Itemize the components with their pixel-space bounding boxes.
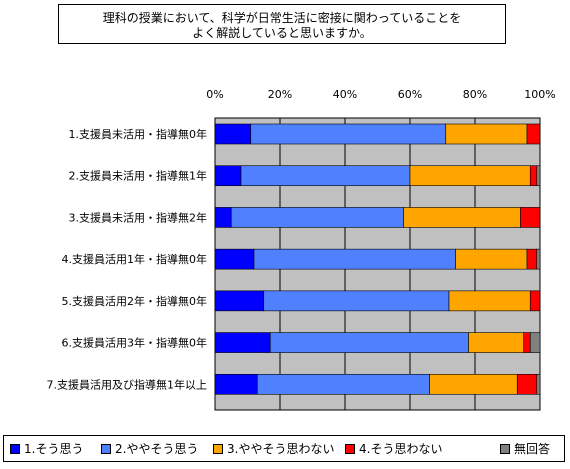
category-label-3: 4.支援員活用1年・指導無0年	[62, 252, 208, 266]
legend-label-3: 4.そう思わない	[359, 442, 443, 456]
bar-segment-5-1	[269, 332, 469, 353]
bar-segment-1-0	[214, 165, 242, 187]
category-label-1: 2.支援員未活用・指導無1年	[69, 169, 208, 183]
stacked-bar-chart: 0% 20% 40% 60% 80% 100% 1.支援員未活用・指導無0年 2.支援員未活用…	[47, 88, 556, 411]
bar-segment-3-0	[214, 248, 255, 270]
bar-segment-2-3	[520, 207, 541, 228]
bar-segment-6-1	[256, 373, 430, 395]
bar-segment-1-1	[240, 165, 411, 187]
bar-segment-4-1	[263, 290, 450, 312]
bar-segment-6-4	[536, 373, 541, 395]
bar-segment-3-1	[253, 248, 456, 270]
chart-title: 理科の授業において、科学が日常生活に密接に関わっていることを よく解説していると…	[58, 4, 506, 44]
legend-label-1: 2.ややそう思う	[115, 442, 199, 456]
x-tick-label-0: 0%	[206, 88, 223, 101]
bar-segment-5-2	[468, 332, 525, 353]
bar-segment-0-0	[214, 123, 252, 145]
bar-segment-0-2	[445, 123, 528, 145]
legend-swatch-1	[101, 444, 111, 454]
bar-segment-4-2	[448, 290, 531, 312]
legend-label-4: 無回答	[514, 442, 551, 456]
bar-segment-2-1	[230, 207, 404, 228]
bar-segment-5-3	[523, 332, 531, 353]
bar-segment-3-2	[455, 248, 528, 270]
bar-segment-6-3	[516, 373, 538, 395]
legend-swatch-4	[500, 444, 510, 454]
x-tick-label-4: 80%	[463, 88, 487, 101]
x-tick-label-3: 60%	[398, 88, 422, 101]
bar-segment-0-3	[526, 123, 541, 145]
bar-segment-3-3	[526, 248, 538, 270]
bar-segment-1-3	[529, 165, 538, 187]
bar-segment-4-3	[529, 290, 541, 312]
category-label-2: 3.支援員未活用・指導無2年	[69, 210, 208, 224]
bar-segment-6-2	[429, 373, 518, 395]
bar-segment-1-2	[409, 165, 531, 187]
x-tick-label-2: 40%	[333, 88, 357, 101]
chart-title-line-2: よく解説していると思いますか。	[192, 26, 372, 40]
category-label-5: 6.支援員活用3年・指導無0年	[62, 336, 208, 350]
chart-title-line-1: 理科の授業において、科学が日常生活に密接に関わっていることを	[102, 11, 462, 25]
bar-segment-2-2	[403, 207, 521, 228]
x-tick-label-5: 100%	[524, 88, 555, 101]
category-label-6: 7.支援員活用及び指導無1年以上	[47, 377, 208, 391]
legend: 1.そう思う 2.ややそう思う 3.ややそう思わない 4.そう思わない 無回答	[3, 435, 565, 462]
category-label-4: 5.支援員活用2年・指導無0年	[62, 294, 208, 308]
legend-swatch-0	[10, 444, 20, 454]
bar-segment-5-0	[214, 332, 271, 353]
x-tick-label-1: 20%	[268, 88, 292, 101]
bar-segment-0-1	[250, 123, 447, 145]
category-label-0: 1.支援員未活用・指導無0年	[69, 127, 208, 141]
bar-segment-4-0	[214, 290, 265, 312]
legend-swatch-3	[345, 444, 355, 454]
bar-segment-5-4	[529, 332, 541, 353]
bar-segment-6-0	[214, 373, 258, 395]
legend-swatch-2	[213, 444, 223, 454]
bar-segment-1-4	[536, 165, 541, 187]
bar-segment-3-4	[536, 248, 541, 270]
legend-label-2: 3.ややそう思わない	[227, 442, 335, 456]
legend-label-0: 1.そう思う	[24, 442, 84, 456]
bar-segment-2-0	[214, 207, 232, 228]
